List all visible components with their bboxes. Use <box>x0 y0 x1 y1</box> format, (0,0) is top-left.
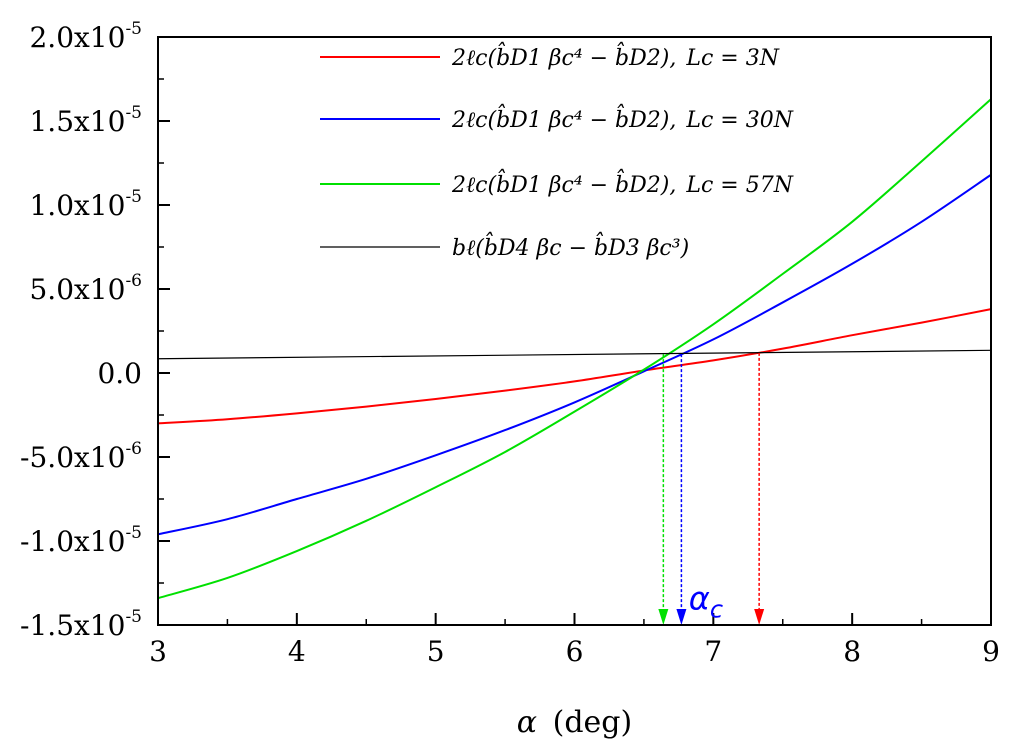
y-tick-exponent: -5 <box>125 103 142 123</box>
x-axis-unit: (deg) <box>553 705 633 740</box>
y-tick-label: 0.0 <box>97 357 142 390</box>
y-tick-mantissa: -5.0x10 <box>20 441 125 474</box>
x-tick-label: 3 <box>149 635 167 668</box>
series-line-3 <box>157 98 992 600</box>
x-axis-symbol: α <box>517 705 537 740</box>
x-tick-label: 6 <box>566 635 584 668</box>
y-tick-label: 1.5x10-5 <box>29 103 142 138</box>
legend-formula: 2ℓc(b̂D1 βc⁴ − b̂D2), <box>451 42 676 71</box>
y-tick-mantissa: 2.0x10 <box>29 21 125 54</box>
y-tick-label: 2.0x10-5 <box>29 19 142 54</box>
alpha-c-label: αc <box>689 579 723 623</box>
y-tick-mantissa: 1.5x10 <box>29 105 125 138</box>
indicator-arrow-head <box>754 609 765 625</box>
y-tick-label: -5.0x10-6 <box>20 439 142 474</box>
legend-entry-2: 2ℓc(b̂D1 βc⁴ − b̂D2), Lc = 30N <box>451 104 794 133</box>
y-tick-exponent: -6 <box>125 271 142 291</box>
legend-param: Lc = 3N <box>685 46 779 71</box>
y-tick-label: -1.5x10-5 <box>20 607 142 642</box>
annotation-layer: αc <box>658 352 765 625</box>
y-tick-exponent: -5 <box>125 523 142 543</box>
legend-formula: bℓ(b̂D4 βc − b̂D3 βc³) <box>452 232 689 261</box>
x-tick-label: 8 <box>843 635 861 668</box>
legend-param: Lc = 57N <box>685 173 793 198</box>
y-tick-mantissa: -1.5x10 <box>20 609 125 642</box>
x-tick-label: 9 <box>982 635 1000 668</box>
legend-entry-3: 2ℓc(b̂D1 βc⁴ − b̂D2), Lc = 57N <box>451 169 794 198</box>
indicator-arrow-head <box>676 609 687 625</box>
legend-entry-4: bℓ(b̂D4 βc − b̂D3 βc³) <box>452 232 689 261</box>
x-tick-label: 4 <box>288 635 306 668</box>
legend-formula: 2ℓc(b̂D1 βc⁴ − b̂D2), <box>451 104 676 133</box>
y-tick-label: 5.0x10-6 <box>29 271 142 306</box>
y-tick-exponent: -5 <box>125 607 142 627</box>
x-axis-label: α (deg) <box>517 705 632 740</box>
alpha-c-symbol: α <box>689 579 710 617</box>
y-tick-mantissa: -1.0x10 <box>20 525 125 558</box>
x-tick-label: 7 <box>704 635 722 668</box>
legend-entry-1: 2ℓc(b̂D1 βc⁴ − b̂D2), Lc = 3N <box>451 42 780 71</box>
x-tick-label: 5 <box>427 635 445 668</box>
series-layer <box>157 98 992 600</box>
y-tick-exponent: -5 <box>125 187 142 207</box>
legend-formula: 2ℓc(b̂D1 βc⁴ − b̂D2), <box>451 169 676 198</box>
plot-frame <box>157 36 992 626</box>
alpha-c-subscript: c <box>710 595 723 623</box>
y-tick-mantissa: 0.0 <box>97 357 142 390</box>
y-tick-exponent: -6 <box>125 439 142 459</box>
y-tick-exponent: -5 <box>125 19 142 39</box>
y-tick-mantissa: 1.0x10 <box>29 189 125 222</box>
series-line-2 <box>157 173 992 536</box>
y-tick-label: 1.0x10-5 <box>29 187 142 222</box>
legend-param: Lc = 30N <box>685 108 793 133</box>
y-tick-label: -1.0x10-5 <box>20 523 142 558</box>
indicator-arrow-head <box>658 609 669 625</box>
y-tick-mantissa: 5.0x10 <box>29 273 125 306</box>
tick-labels: 3 4 5 6 7 8 92.0x10-51.5x10-51.0x10-55.0x10-60… <box>20 19 1000 668</box>
series-line-1 <box>157 308 992 425</box>
series-line-4 <box>157 349 992 360</box>
